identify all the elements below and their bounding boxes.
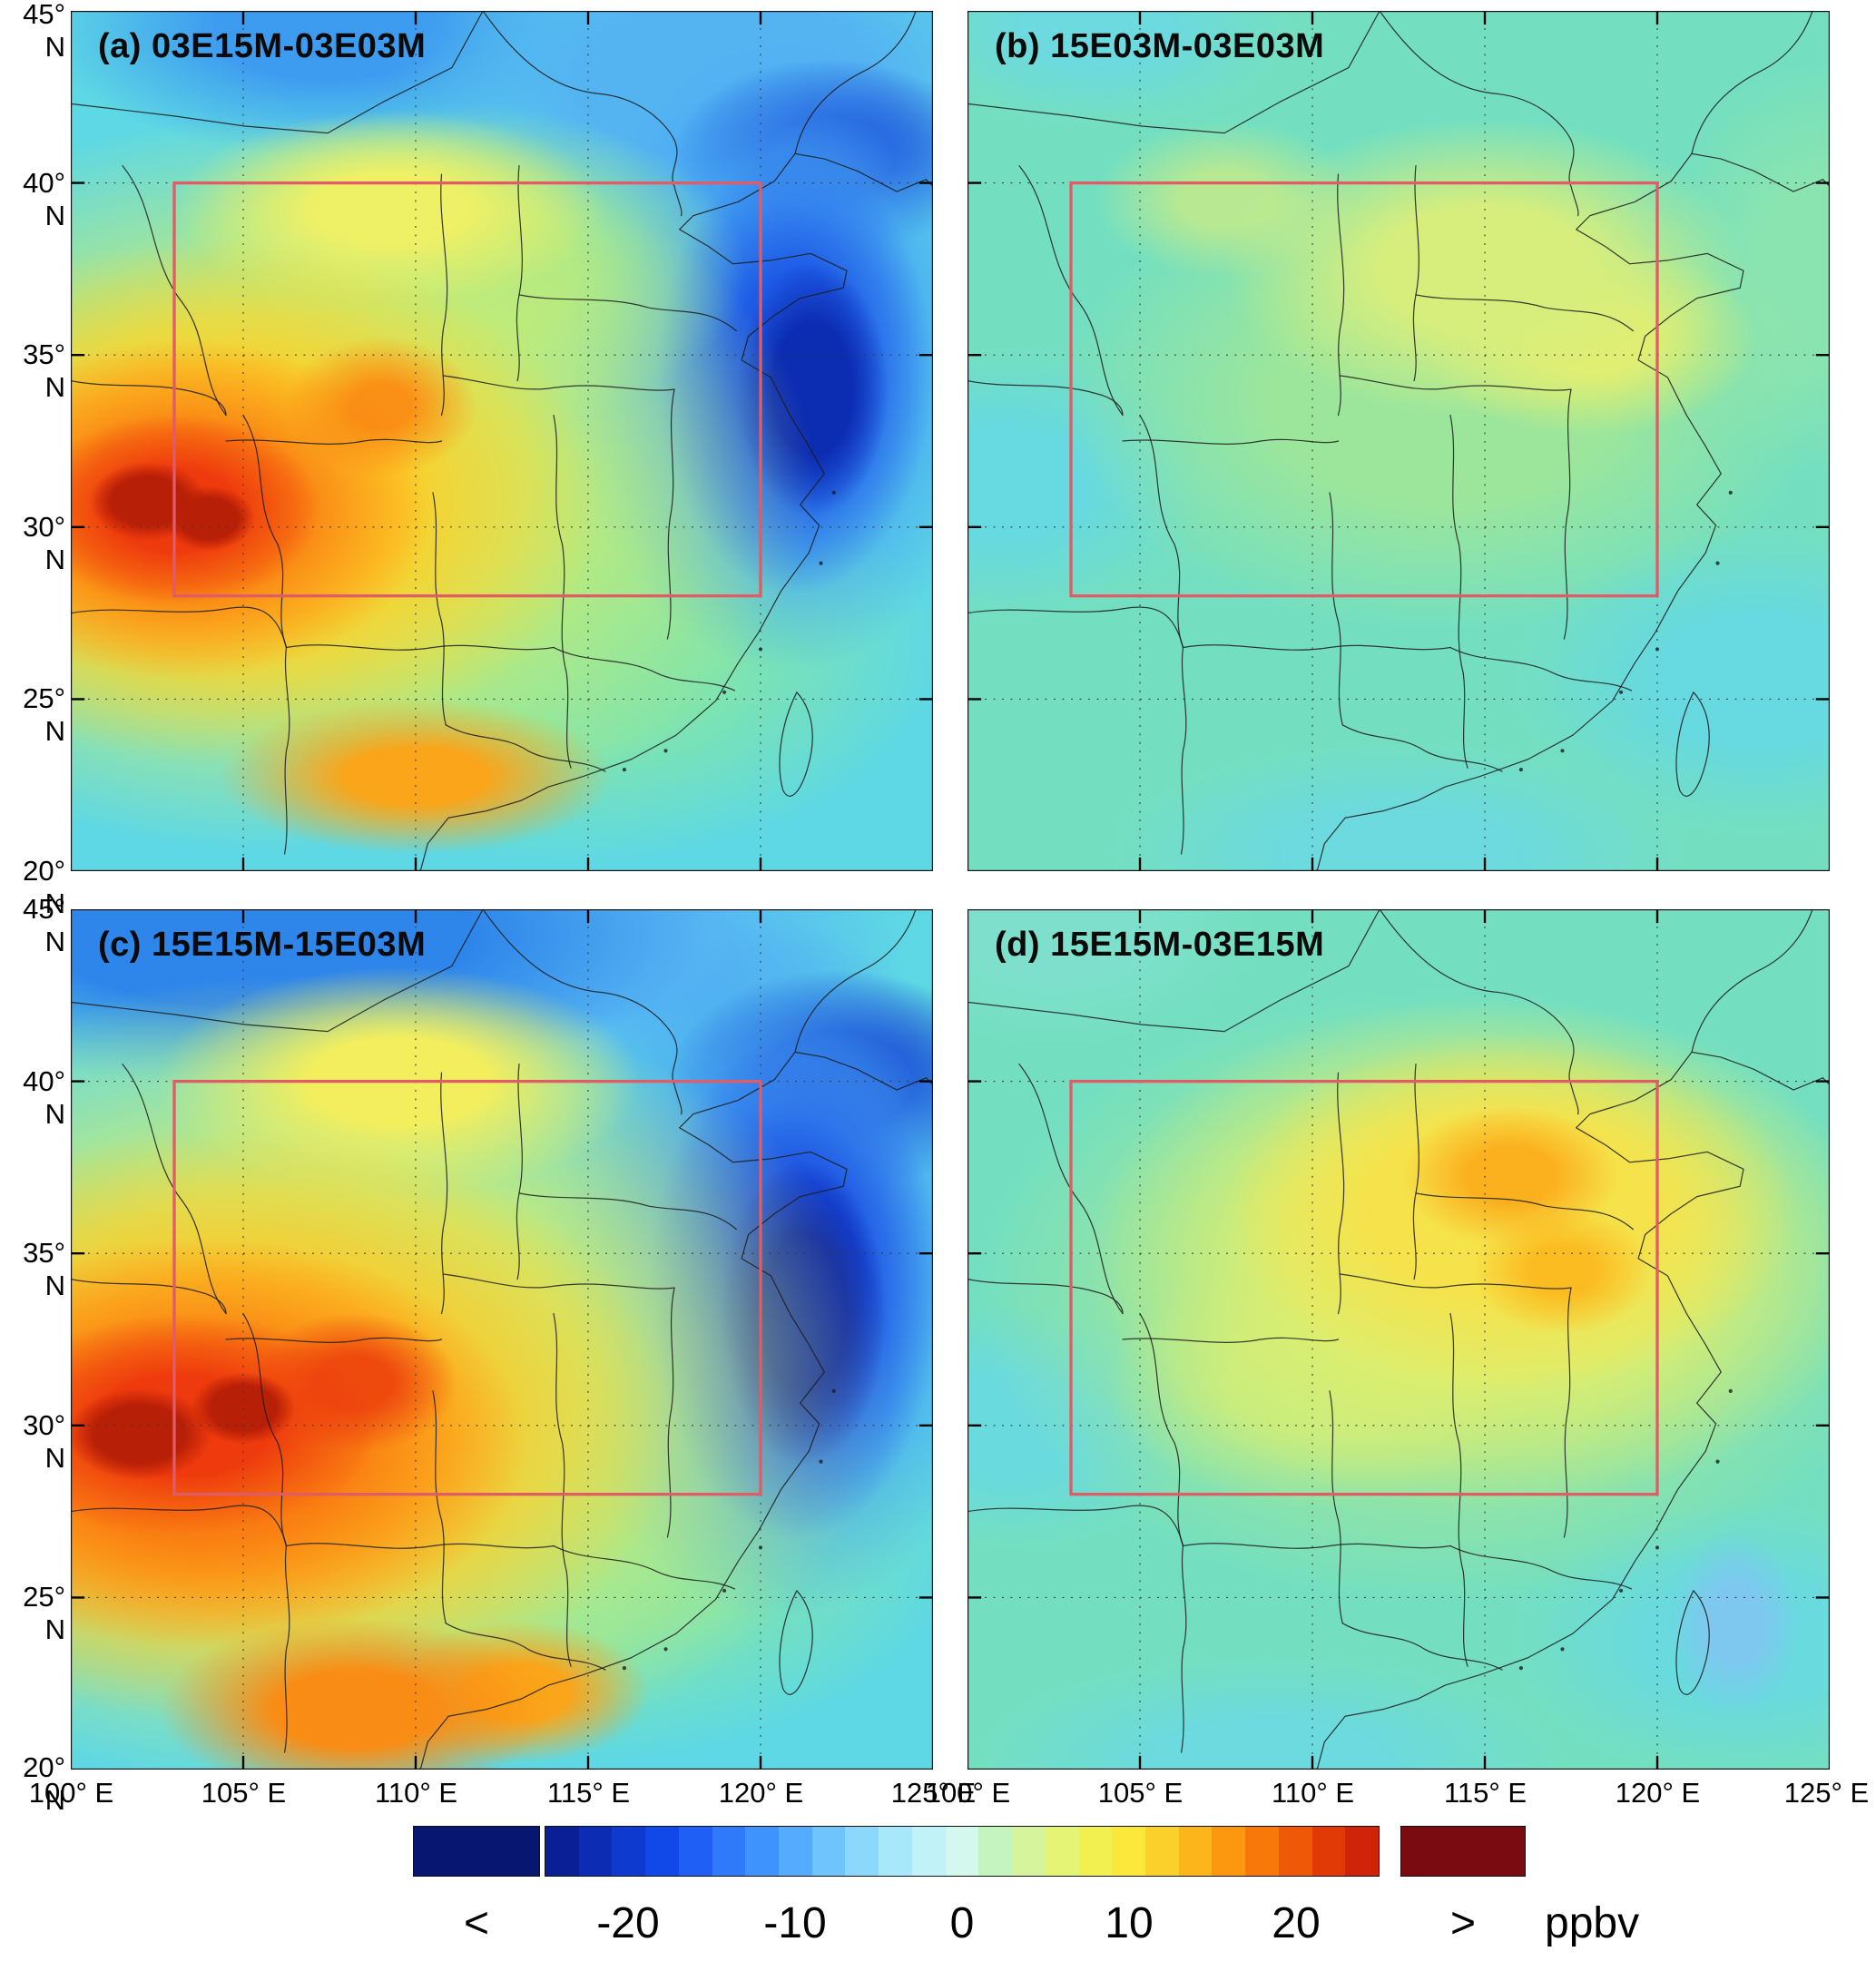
- colorbar-tick-label: -10: [763, 1899, 827, 1947]
- colorbar-segment: [745, 1827, 780, 1876]
- lon-tick-label: 100° E: [28, 1777, 114, 1809]
- lon-tick-label: 105° E: [201, 1777, 287, 1809]
- panel-c-map-overlay: [71, 909, 933, 1770]
- lat-tick-label: 35° N: [23, 338, 65, 403]
- lat-tick-label: 45° N: [23, 893, 65, 957]
- lat-tick-label: 25° N: [23, 682, 65, 747]
- colorbar-segment: [1012, 1827, 1046, 1876]
- colorbar-segment: [678, 1827, 712, 1876]
- lon-tick-label: 125° E: [1783, 1777, 1870, 1809]
- panel-d-title: (d) 15E15M-03E15M: [995, 926, 1325, 964]
- lat-tick-label: 45° N: [23, 0, 65, 63]
- colorbar-segment: [779, 1827, 812, 1876]
- panel-b-title: (b) 15E03M-03E03M: [995, 27, 1325, 65]
- lon-tick-label: 120° E: [718, 1777, 804, 1809]
- colorbar-segment: [1245, 1827, 1279, 1876]
- panel-a-title: (a) 03E15M-03E03M: [98, 27, 427, 65]
- lat-tick-label: 20° N: [23, 1751, 65, 1816]
- panel-a: (a) 03E15M-03E03M: [71, 11, 933, 871]
- colorbar-segment: [1112, 1827, 1145, 1876]
- lat-tick-label: 40° N: [23, 1065, 65, 1130]
- colorbar-segment: [712, 1827, 746, 1876]
- colorbar-segment: [578, 1827, 613, 1876]
- colorbar-segment: [845, 1827, 879, 1876]
- panel-c-title: (c) 15E15M-15E03M: [98, 926, 427, 964]
- panel-a-map-overlay: [71, 11, 933, 871]
- lat-tick-label: 40° N: [23, 167, 65, 231]
- colorbar-tick-label: 20: [1272, 1899, 1321, 1947]
- colorbar-segment: [945, 1827, 979, 1876]
- lon-tick-label: 110° E: [1271, 1777, 1355, 1809]
- lat-tick-label: 25° N: [23, 1581, 65, 1645]
- panel-c-contour-field: [71, 909, 933, 1770]
- panel-a-contour-field: [71, 11, 933, 871]
- colorbar-segment: [978, 1827, 1013, 1876]
- colorbar-segment: [1212, 1827, 1246, 1876]
- lon-tick-label: 125° E: [890, 1777, 977, 1809]
- colorbar-segment: [811, 1827, 846, 1876]
- lat-tick-label: 30° N: [23, 1409, 65, 1474]
- colorbar-underflow-label: <: [463, 1899, 490, 1947]
- panel-c: (c) 15E15M-15E03M: [71, 909, 933, 1770]
- colorbar-segment: [1345, 1827, 1379, 1876]
- colorbar-over-box: [1400, 1826, 1526, 1877]
- colorbar-tick-label: -20: [596, 1899, 660, 1947]
- colorbar-segment: [545, 1827, 579, 1876]
- colorbar-segment: [612, 1827, 646, 1876]
- colorbar-segment: [1045, 1827, 1079, 1876]
- colorbar-overflow-label: >: [1449, 1899, 1477, 1947]
- lon-tick-label: 105° E: [1097, 1777, 1184, 1809]
- colorbar-segment: [1178, 1827, 1213, 1876]
- lon-tick-label: 100° E: [925, 1777, 1011, 1809]
- colorbar-segment: [645, 1827, 679, 1876]
- panel-d-map-overlay: [967, 909, 1830, 1770]
- colorbar-segment: [1278, 1827, 1312, 1876]
- lat-tick-label: 20° N: [23, 855, 65, 919]
- lon-tick-label: 115° E: [546, 1777, 631, 1809]
- lat-tick-label: 30° N: [23, 511, 65, 575]
- panel-d-contour-field: [967, 909, 1830, 1770]
- lon-tick-label: 120° E: [1615, 1777, 1701, 1809]
- colorbar-segment: [1144, 1827, 1179, 1876]
- colorbar-under-box: [413, 1826, 540, 1877]
- lat-tick-label: 35° N: [23, 1237, 65, 1301]
- colorbar-segment: [1311, 1827, 1346, 1876]
- colorbar-tick-label: 10: [1105, 1899, 1154, 1947]
- colorbar-segment: [911, 1827, 946, 1876]
- panel-b: (b) 15E03M-03E03M: [967, 11, 1830, 871]
- colorbar-segment: [1078, 1827, 1113, 1876]
- colorbar-segment: [879, 1827, 912, 1876]
- colorbar-units-label: ppbv: [1545, 1899, 1640, 1947]
- colorbar-tick-label: 0: [949, 1899, 975, 1947]
- panel-b-contour-field: [967, 11, 1830, 871]
- lon-tick-label: 115° E: [1443, 1777, 1527, 1809]
- panel-b-map-overlay: [967, 11, 1830, 871]
- panel-d: (d) 15E15M-03E15M: [967, 909, 1830, 1770]
- colorbar-segments: [545, 1826, 1380, 1877]
- lon-tick-label: 110° E: [374, 1777, 458, 1809]
